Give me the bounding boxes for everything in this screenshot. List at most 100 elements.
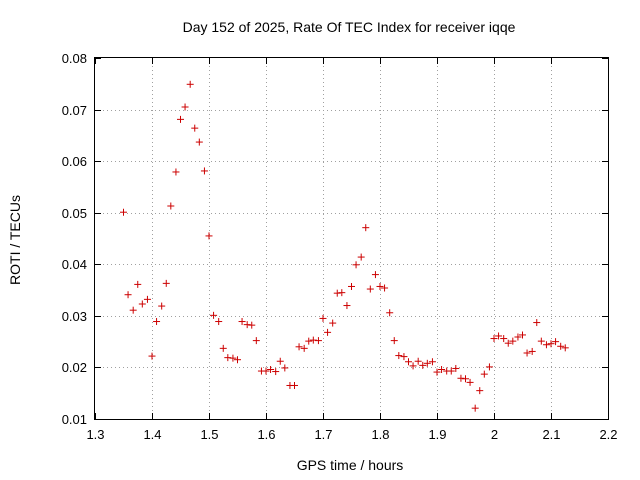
x-tick-label: 1.8 — [371, 427, 389, 442]
data-point — [205, 232, 213, 240]
data-point — [167, 202, 175, 210]
data-point — [267, 365, 275, 373]
data-point — [215, 318, 223, 326]
data-point — [153, 318, 161, 326]
data-point — [343, 302, 351, 310]
data-point — [509, 337, 517, 345]
data-point — [172, 168, 180, 176]
data-point — [528, 347, 536, 355]
data-point — [262, 367, 270, 375]
data-point — [519, 331, 526, 339]
data-point — [186, 80, 194, 88]
data-point — [224, 354, 232, 362]
data-point — [162, 279, 170, 287]
x-tick-label: 2 — [491, 427, 498, 442]
data-point — [390, 337, 398, 345]
y-tick-label: 0.06 — [62, 154, 87, 169]
data-point — [138, 300, 146, 308]
data-point — [348, 282, 355, 290]
data-point — [371, 271, 379, 279]
data-points — [120, 80, 569, 412]
data-point — [219, 344, 227, 352]
x-tick-label: 2.1 — [542, 427, 560, 442]
data-point — [210, 311, 218, 319]
data-point — [200, 167, 208, 175]
data-point — [500, 335, 508, 343]
data-point — [229, 354, 237, 362]
data-point — [490, 335, 498, 343]
x-axis-label: GPS time / hours — [297, 457, 404, 473]
data-point — [281, 364, 289, 372]
data-point — [234, 356, 241, 364]
x-tick-labels: 1.3 1.4 1.5 1.6 1.7 1.8 1.9 2 2.1 2.2 — [86, 427, 617, 442]
data-point — [276, 357, 284, 365]
x-tick-label: 1.6 — [257, 427, 275, 442]
y-tick-label: 0.04 — [62, 257, 87, 272]
x-tick-label: 1.5 — [200, 427, 218, 442]
y-tick-label: 0.03 — [62, 309, 87, 324]
data-point — [129, 306, 137, 314]
data-point — [134, 280, 142, 288]
data-point — [243, 321, 251, 329]
data-point — [471, 404, 479, 412]
data-point — [438, 365, 446, 373]
data-point — [357, 253, 365, 261]
x-tick-label: 2.2 — [599, 427, 617, 442]
data-point — [514, 333, 522, 341]
data-point — [476, 387, 484, 395]
data-point — [419, 361, 427, 369]
data-point — [191, 124, 199, 132]
data-point — [485, 363, 493, 371]
data-point — [547, 340, 555, 348]
y-tick-label: 0.08 — [62, 51, 87, 66]
y-tick-label: 0.05 — [62, 206, 87, 221]
data-point — [386, 309, 394, 317]
data-point — [457, 374, 465, 382]
data-point — [305, 337, 313, 345]
data-point — [433, 368, 441, 376]
data-point — [352, 261, 360, 269]
data-point — [552, 338, 560, 346]
data-point — [423, 359, 431, 367]
y-tick-labels: 0.01 0.02 0.03 0.04 0.05 0.06 0.07 0.08 — [62, 51, 87, 427]
data-point — [381, 284, 389, 292]
data-point — [248, 321, 256, 329]
data-point — [158, 302, 166, 310]
data-point — [414, 357, 422, 365]
data-point — [428, 358, 436, 366]
grid — [95, 58, 608, 419]
data-point — [362, 224, 370, 232]
data-point — [148, 352, 156, 360]
data-point — [376, 282, 384, 290]
data-point — [338, 289, 346, 297]
data-point — [272, 368, 280, 376]
data-point — [238, 318, 246, 326]
data-point — [295, 343, 303, 351]
data-point — [309, 336, 317, 344]
data-point — [333, 289, 341, 297]
data-point — [177, 115, 184, 123]
data-point — [561, 344, 569, 352]
x-tick-label: 1.4 — [143, 427, 161, 442]
data-point — [181, 103, 189, 111]
data-point — [452, 364, 460, 372]
data-point — [466, 378, 474, 386]
data-point — [124, 291, 132, 299]
data-point — [366, 285, 374, 293]
x-tick-label: 1.3 — [86, 427, 104, 442]
axis-ticks — [95, 58, 609, 420]
data-point — [504, 339, 512, 347]
data-point — [252, 337, 260, 345]
data-point — [523, 349, 531, 357]
data-point — [495, 332, 503, 340]
data-point — [405, 358, 412, 366]
data-point — [557, 342, 565, 350]
x-tick-label: 1.9 — [428, 427, 446, 442]
chart-title: Day 152 of 2025, Rate Of TEC Index for r… — [183, 19, 516, 35]
data-point — [542, 341, 550, 349]
data-point — [447, 367, 455, 375]
y-axis-label: ROTI / TECUs — [7, 195, 23, 285]
data-point — [324, 328, 332, 336]
x-tick-label: 1.7 — [314, 427, 332, 442]
